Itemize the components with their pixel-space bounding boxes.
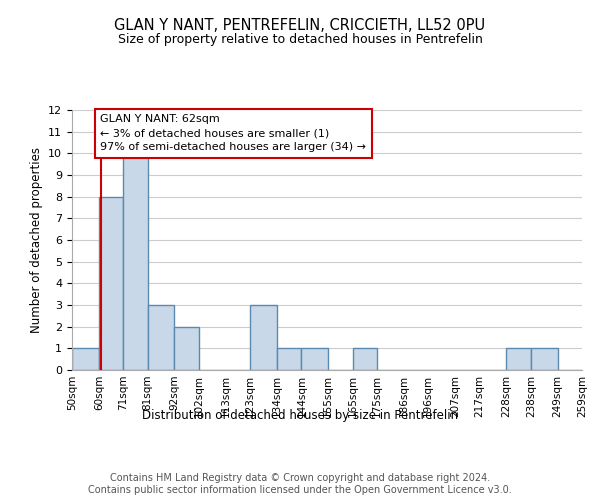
Text: GLAN Y NANT, PENTREFELIN, CRICCIETH, LL52 0PU: GLAN Y NANT, PENTREFELIN, CRICCIETH, LL5… bbox=[115, 18, 485, 32]
Bar bbox=[99, 196, 123, 370]
Text: Contains HM Land Registry data © Crown copyright and database right 2024.
Contai: Contains HM Land Registry data © Crown c… bbox=[88, 474, 512, 495]
Bar bbox=[277, 348, 301, 370]
Bar bbox=[72, 348, 99, 370]
Bar bbox=[250, 305, 277, 370]
Text: Distribution of detached houses by size in Pentrefelin: Distribution of detached houses by size … bbox=[142, 410, 458, 422]
Bar bbox=[148, 305, 175, 370]
Bar bbox=[531, 348, 557, 370]
Bar bbox=[506, 348, 531, 370]
Bar bbox=[175, 326, 199, 370]
Text: Size of property relative to detached houses in Pentrefelin: Size of property relative to detached ho… bbox=[118, 32, 482, 46]
Bar bbox=[353, 348, 377, 370]
Y-axis label: Number of detached properties: Number of detached properties bbox=[29, 147, 43, 333]
Text: GLAN Y NANT: 62sqm
← 3% of detached houses are smaller (1)
97% of semi-detached : GLAN Y NANT: 62sqm ← 3% of detached hous… bbox=[100, 114, 366, 152]
Bar bbox=[301, 348, 328, 370]
Bar bbox=[123, 154, 148, 370]
